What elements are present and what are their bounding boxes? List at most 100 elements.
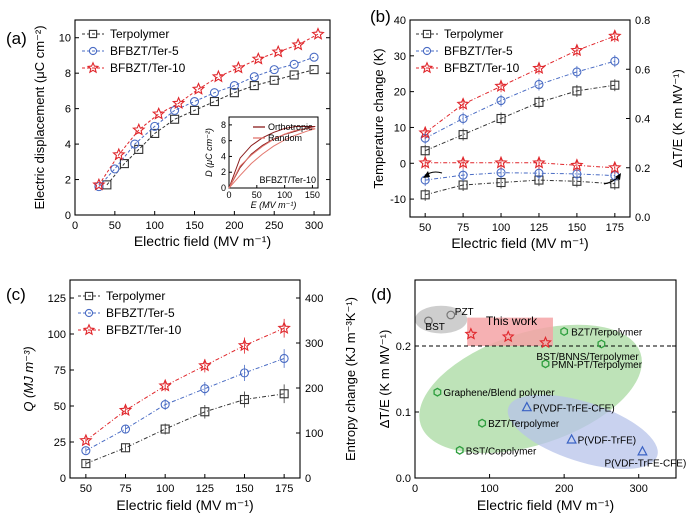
x-tick-label: 50 [80,483,92,495]
data-point [608,160,622,174]
series-line [85,327,285,441]
x-tick-label: 50 [419,222,431,234]
y-tick-label: 0 [400,158,406,170]
y-tick-label: 6 [65,104,71,116]
data-point [120,424,131,434]
data-point [532,155,546,169]
inset-y-axis-label: D (μC cm⁻²) [204,128,214,177]
y2-tick-label: 0.2 [635,163,650,175]
x-tick-label: 125 [530,222,548,234]
data-point [456,97,470,110]
data-point [418,125,432,139]
inset-y-tick-label: 8 [221,120,226,130]
legend-marker [88,46,98,56]
data-point [455,445,464,455]
point-label: BST/Copolymer [466,446,537,457]
y-tick-label: 125 [48,293,66,305]
y-tick-label: 0.2 [396,341,411,353]
data-point [289,59,299,69]
data-point [464,327,478,340]
inset-panel-text: BFBZT/Ter-10 [259,175,316,185]
y2-tick-label: 0.8 [635,15,650,27]
series-line [425,172,615,181]
point-label: P(VDF-TrFE) [578,436,637,447]
data-point [239,394,250,405]
point-label: PZT [455,307,474,318]
x-tick-label: 150 [568,222,586,234]
data-point [170,114,180,124]
data-point [494,155,508,169]
data-point [94,182,104,192]
data-point [118,403,133,417]
point-label: BZT/Terpolymer [571,327,643,338]
legend-marker [422,46,432,56]
series-line [424,35,615,134]
inset-y-tick-label: 4 [221,151,226,161]
panel-c: 50 75 100 125 150 175 0 25 50 75 100 125 0 100 200 300 4… [6,279,358,513]
y-tick-label: 0.1 [396,407,411,419]
series-line [424,60,615,139]
x-tick-label: 175 [275,483,293,495]
legend-label: Terpolymer [444,27,503,41]
x-axis-label: Electric field (MV m⁻¹) [451,235,588,251]
legend-marker [86,61,100,74]
series-line [106,69,315,186]
plot-frame [414,279,677,479]
data-point [110,164,120,174]
data-point [189,105,200,115]
legend-label: BFBZT/Ter-5 [106,306,175,320]
y-axis-label: Temperature change (K) [371,48,386,188]
y2-tick-label: 400 [305,293,323,305]
panel-label: (b) [370,7,391,26]
legend-label: BFBZT/Ter-5 [110,44,179,58]
y-tick-label: 2 [65,175,71,187]
x-axis-label: Electric field (MV m⁻¹) [116,497,253,513]
legend-label: BFBZT/Ter-5 [444,44,513,58]
data-point [170,105,180,115]
y-axis-label: ΔT/E (K m MV⁻¹) [377,330,392,429]
inset-series-up [228,128,316,189]
x-tick-label: 300 [630,483,648,495]
plot-frame [74,19,331,216]
y-tick-label: 8 [65,68,71,80]
data-point [279,353,289,364]
data-point [289,70,299,80]
y2-tick-label: 0 [305,473,311,485]
data-point [309,52,319,62]
series-line [85,393,285,465]
data-point [277,321,291,334]
data-point [637,445,648,456]
inset-y-tick-label: 2 [221,167,226,177]
x-tick-label: 200 [555,483,573,495]
data-point [130,139,140,149]
data-point [209,96,220,107]
data-point [418,155,432,169]
point-label: P(VDF-TrFE-CFE) [533,403,615,414]
y-tick-label: 10 [394,122,406,134]
right-axis-arrowhead [615,173,621,180]
y-tick-label: 10 [59,33,71,45]
series-line [98,56,315,187]
data-point [456,155,470,169]
inset-legend-label: Random [268,133,302,143]
y2-axis-label: ΔT/E (K m MV⁻¹) [670,69,685,168]
data-point [309,65,319,75]
data-point [158,378,172,392]
data-point [291,37,305,51]
x-tick-label: 100 [156,483,174,495]
data-point [271,44,285,58]
x-tick-label: 300 [305,220,323,232]
data-point [541,359,550,369]
data-point [160,424,170,434]
legend-label: BFBZT/Ter-10 [444,61,520,75]
data-point [521,401,533,412]
data-point [198,358,212,372]
data-point [92,177,106,191]
x-tick-label: 50 [109,220,121,232]
point-label: P(VDF-TrFE-CFE) [604,459,686,470]
data-point [534,79,544,90]
inset-series-down [228,128,316,189]
x-tick-label: 250 [265,220,283,232]
y-tick-label: 20 [394,87,406,99]
